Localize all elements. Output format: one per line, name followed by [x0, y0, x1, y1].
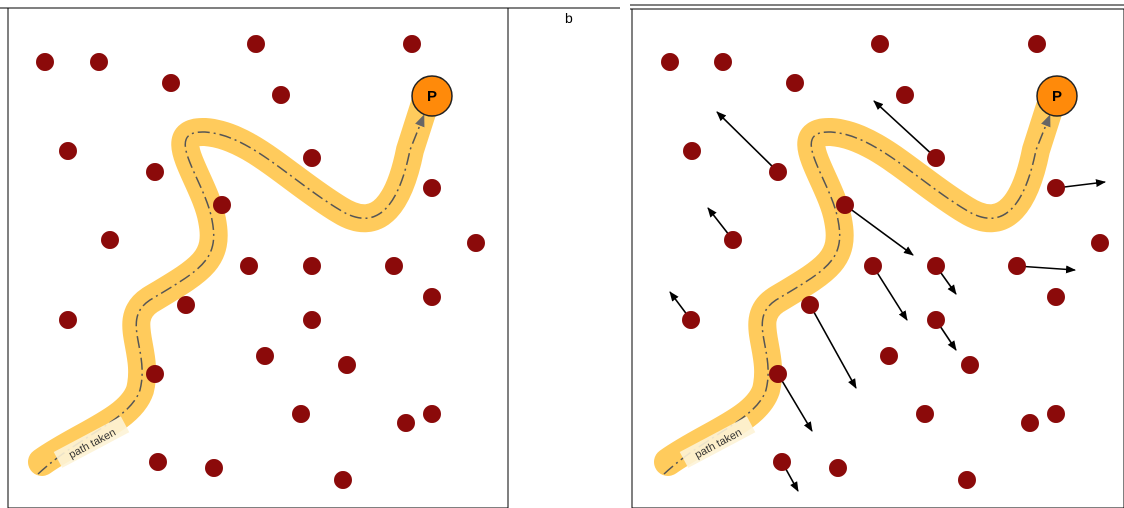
dot — [256, 347, 274, 365]
particle-circle-left — [411, 75, 453, 117]
dot — [397, 414, 415, 432]
dot — [927, 149, 945, 167]
dot — [1021, 414, 1039, 432]
arrow — [872, 265, 908, 321]
arrow — [1016, 265, 1076, 274]
panel-b-label: b — [565, 10, 573, 26]
dot — [272, 86, 290, 104]
dot — [682, 311, 700, 329]
dot — [403, 35, 421, 53]
dot — [303, 257, 321, 275]
dot — [769, 365, 787, 383]
path-dashline-right — [663, 114, 1051, 475]
dot — [205, 459, 223, 477]
dot — [1047, 288, 1065, 306]
arrow — [809, 304, 857, 389]
dot — [423, 179, 441, 197]
dot — [59, 142, 77, 160]
dot — [714, 53, 732, 71]
dot — [927, 311, 945, 329]
dot — [1028, 35, 1046, 53]
dot — [240, 257, 258, 275]
arrow — [873, 100, 937, 159]
dot — [880, 347, 898, 365]
arrow — [777, 373, 813, 432]
particle-right: P — [1036, 75, 1078, 117]
dot — [334, 471, 352, 489]
dot — [303, 311, 321, 329]
dot — [1091, 234, 1109, 252]
dot — [146, 163, 164, 181]
dot — [162, 74, 180, 92]
displacement-arrows — [669, 100, 1106, 492]
dot — [338, 356, 356, 374]
dot — [146, 365, 164, 383]
dot — [661, 53, 679, 71]
dot — [423, 405, 441, 423]
dot — [916, 405, 934, 423]
dot — [801, 296, 819, 314]
dot — [724, 231, 742, 249]
dot — [101, 231, 119, 249]
dot — [149, 453, 167, 471]
dot — [423, 288, 441, 306]
right-panel: path taken P — [631, 8, 1124, 508]
dot — [1047, 179, 1065, 197]
dot — [292, 405, 310, 423]
dot — [467, 234, 485, 252]
dot — [385, 257, 403, 275]
particle-left: P — [411, 75, 453, 117]
dot — [927, 257, 945, 275]
arrow — [716, 111, 779, 173]
dot — [683, 142, 701, 160]
dot — [1008, 257, 1026, 275]
dot — [786, 74, 804, 92]
dot — [247, 35, 265, 53]
dot — [177, 296, 195, 314]
dot — [773, 453, 791, 471]
path-dashline-left — [37, 114, 425, 475]
dot — [864, 257, 882, 275]
particle-label-left: P — [427, 88, 437, 105]
dot — [303, 149, 321, 167]
arrow — [844, 204, 914, 256]
left-panel: path taken P — [7, 7, 509, 508]
dots-right — [661, 35, 1109, 489]
dot — [59, 311, 77, 329]
dot — [836, 196, 854, 214]
dot — [958, 471, 976, 489]
dot — [829, 459, 847, 477]
dot — [36, 53, 54, 71]
dot — [896, 86, 914, 104]
dot — [961, 356, 979, 374]
dot — [213, 196, 231, 214]
dot — [1047, 405, 1065, 423]
dots-left — [36, 35, 485, 489]
dot — [90, 53, 108, 71]
particle-label-right: P — [1052, 88, 1062, 105]
dot — [769, 163, 787, 181]
particle-circle-right — [1036, 75, 1078, 117]
dot — [871, 35, 889, 53]
